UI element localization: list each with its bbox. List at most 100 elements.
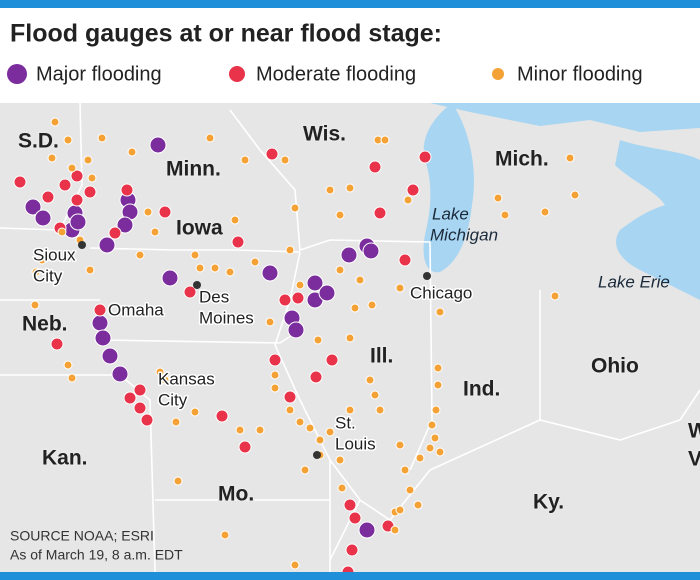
gauge-dot [101,347,119,365]
gauge-dot [50,117,60,127]
state-label: S.D. [18,130,59,153]
gauge-dot [283,390,297,404]
labels: S.D. Minn. Wis. Mich. Iowa Neb. Ill. Ohio Ind. Ka… [17,121,700,515]
gauge-dot [13,175,27,189]
state-label: Minn. [166,158,221,181]
gauge-dot [70,169,84,183]
gauge-dot [83,185,97,199]
gauge-dot [368,160,382,174]
gauge-dot [433,380,443,390]
gauges [13,117,580,579]
gauge-dot [430,433,440,443]
gauge-dot [50,337,64,351]
gauge-dot [291,291,305,305]
city-label: St. [335,413,356,432]
gauge-dot [123,391,137,405]
gauge-dot [380,135,390,145]
gauge-dot [335,455,345,465]
gauge-dot [190,250,200,260]
gauge-dot [210,263,220,273]
gauge-dot [63,360,73,370]
gauge-dot [270,370,280,380]
gauge-dot [435,447,445,457]
legend-swatch [229,66,245,82]
city-label: Omaha [108,300,164,319]
legend-label: Major flooding [36,63,162,85]
gauge-dot [41,190,55,204]
gauge-dot [155,367,165,377]
gauge-dot [395,505,405,515]
state-label: Iowa [176,217,223,240]
gauge-dot [295,417,305,427]
gauge-dot [403,195,413,205]
as-of: As of March 19, 8 a.m. EDT [10,547,183,563]
gauge-dot [250,257,260,267]
gauge-dot [108,226,122,240]
gauge-dot [413,500,423,510]
gauge-dot [313,335,323,345]
gauge-dot [358,521,376,539]
legend-swatch [492,68,504,80]
state-label: Wis. [303,123,346,146]
title: Flood gauges at or near flood stage: [10,20,442,48]
bottom-bar [0,572,700,580]
gauge-dot [190,407,200,417]
gauge-dot [425,443,435,453]
gauge-dot [91,314,109,332]
city-dot [423,272,431,280]
state-label: Mo. [218,483,254,506]
gauge-dot [265,317,275,327]
gauge-dot [325,185,335,195]
state-label: V [688,448,700,471]
gauge-dot [345,183,355,193]
gauge-dot [135,250,145,260]
city-label: Moines [199,308,254,327]
gauge-dot [406,183,420,197]
city-dot [78,241,86,249]
gauge-dot [395,283,405,293]
legend: Major flooding Moderate flooding Minor flo… [7,63,643,85]
gauge-dot [133,383,147,397]
gauge-dot [34,209,52,227]
lake-label: Michigan [430,225,498,244]
gauge-dot [343,498,357,512]
gauge-dot [345,405,355,415]
gauge-dot [58,178,72,192]
gauge-dot [375,405,385,415]
city-label: City [158,390,188,409]
gauge-dot [435,307,445,317]
state-label: Kan. [42,447,88,470]
gauge-dot [83,155,93,165]
gauge-dot [215,409,229,423]
gauge-dot [390,525,400,535]
gauge-dot [161,269,179,287]
gauge-dot [315,435,325,445]
gauge-dot [225,267,235,277]
gauge-dot [337,483,347,493]
gauge-dot [37,255,47,265]
lake-label: Lake [432,204,469,223]
gauge-dot [205,133,215,143]
gauge-dot [160,375,170,385]
gauge-dot [127,147,137,157]
gauge-dot [405,485,415,495]
gauge-dot [415,453,425,463]
gauge-dot [57,227,67,237]
gauge-dot [94,329,112,347]
gauge-dot [270,383,280,393]
gauge-dot [278,293,292,307]
legend-label: Moderate flooding [256,63,416,85]
state-label: W [688,420,700,443]
gauge-dot [265,147,279,161]
gauge-dot [87,173,97,183]
gauge-dot [116,216,134,234]
gauge-dot [171,417,181,427]
gauge-dot [240,155,250,165]
gauge-dot [398,253,412,267]
gauge-dot [335,210,345,220]
gauge-dot [230,215,240,225]
gauge-dot [290,560,300,570]
gauge-dot [500,210,510,220]
source: SOURCE NOAA; ESRI [10,528,154,544]
gauge-dot [433,363,443,373]
